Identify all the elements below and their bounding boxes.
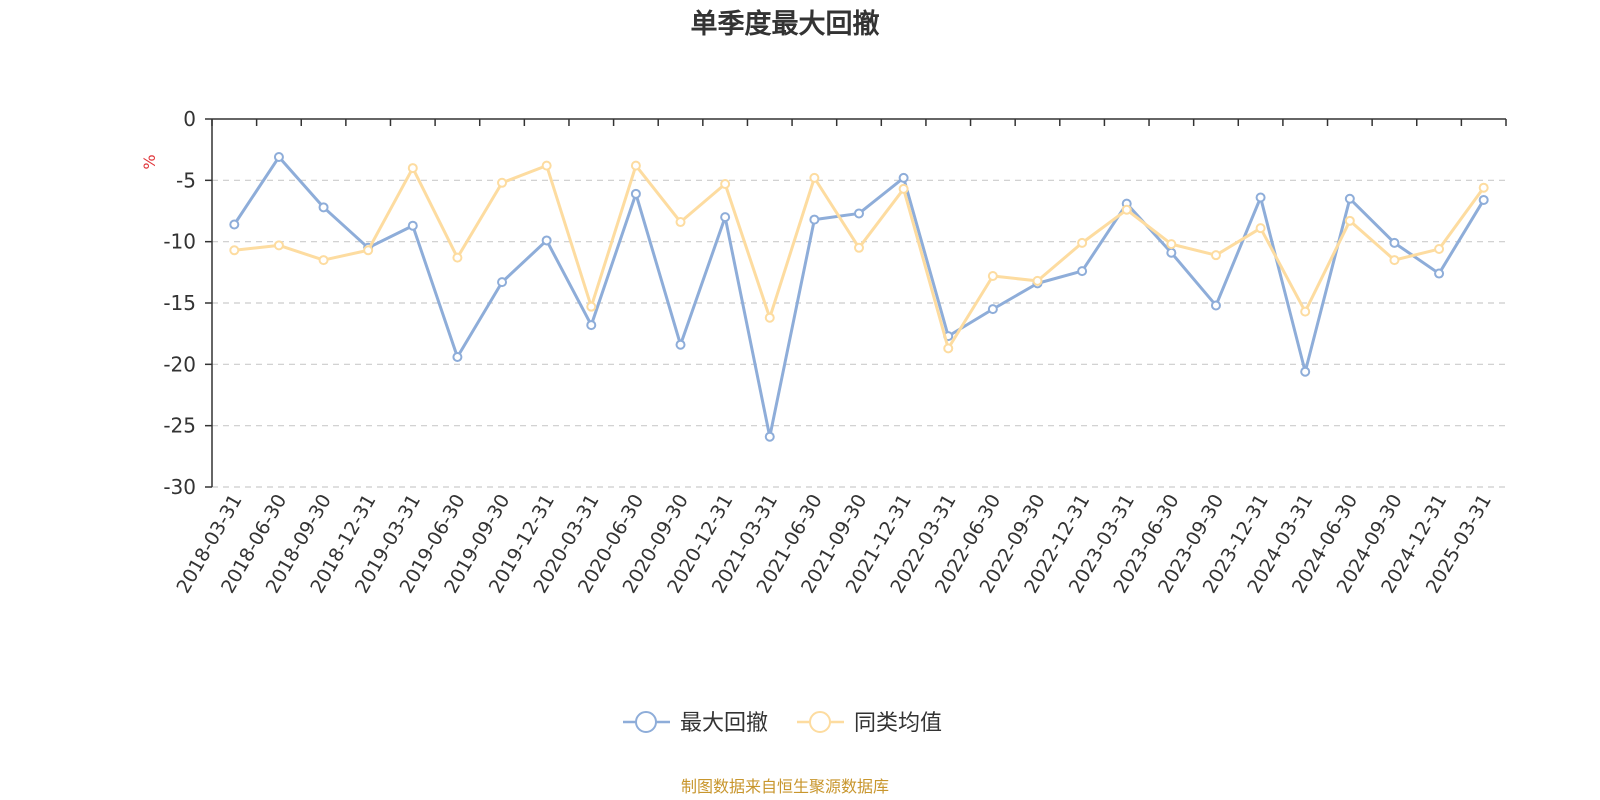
data-point [1344,193,1355,204]
y-tick-label: -30 [163,475,196,499]
data-point [1434,268,1445,279]
data-point [1255,223,1266,234]
data-point [1077,237,1088,248]
data-point [1166,247,1177,258]
y-tick-label: -15 [163,291,196,315]
chart-title: 单季度最大回撤 [691,8,880,40]
data-point [1300,306,1311,317]
data-point [586,301,597,312]
data-point [497,177,508,188]
data-point [764,431,775,442]
series-2 [229,160,1489,354]
data-point [720,212,731,223]
legend-item-2[interactable]: 同类均值 [797,711,942,736]
data-point [1478,182,1489,193]
data-point [943,343,954,354]
data-point [630,188,641,199]
y-tick-label: -25 [163,414,196,438]
data-point [318,202,329,213]
data-point [1300,366,1311,377]
legend[interactable]: 最大回撤 同类均值 [623,711,942,736]
data-point [675,339,686,350]
data-point [1344,215,1355,226]
data-point [363,245,374,256]
data-point [1077,266,1088,277]
data-point [452,351,463,362]
y-tick-label: -20 [163,352,196,376]
series-line [234,164,1485,350]
data-point [273,240,284,251]
data-point [1121,204,1132,215]
y-axis-unit: % [140,154,159,169]
data-point [809,172,820,183]
source-note: 制图数据来自恒生聚源数据库 [681,777,889,796]
legend-marker-icon [635,711,657,733]
data-point [452,252,463,263]
y-tick-label: 0 [183,107,196,131]
data-point [407,163,418,174]
data-point [1032,275,1043,286]
legend-item-1[interactable]: 最大回撤 [623,711,768,736]
data-point [229,219,240,230]
data-point [898,183,909,194]
data-point [764,312,775,323]
data-point [675,217,686,228]
gridlines [212,179,1506,488]
data-point [273,152,284,163]
y-tick-label: -10 [163,230,196,254]
data-point [1255,192,1266,203]
data-point [1389,255,1400,266]
legend-marker-icon [809,711,831,733]
data-point [630,160,641,171]
data-point [987,304,998,315]
data-point [1478,194,1489,205]
data-point [1210,300,1221,311]
data-point [720,179,731,190]
y-tick-label: -5 [176,168,196,192]
data-point [987,271,998,282]
data-point [229,245,240,256]
data-point [497,277,508,288]
data-point [1166,239,1177,250]
data-point [1434,244,1445,255]
data-point [407,220,418,231]
series-1 [229,152,1489,442]
legend-label: 同类均值 [854,711,942,736]
data-point [854,208,864,219]
data-point [854,242,864,253]
data-point [1210,250,1221,261]
data-point [898,172,909,183]
legend-label: 最大回撤 [680,711,768,736]
data-point [541,160,552,171]
data-point [1389,237,1400,248]
data-point [586,320,597,331]
data-point [541,235,552,246]
series-lines [229,152,1489,442]
data-point [809,214,820,225]
data-point [318,255,329,266]
